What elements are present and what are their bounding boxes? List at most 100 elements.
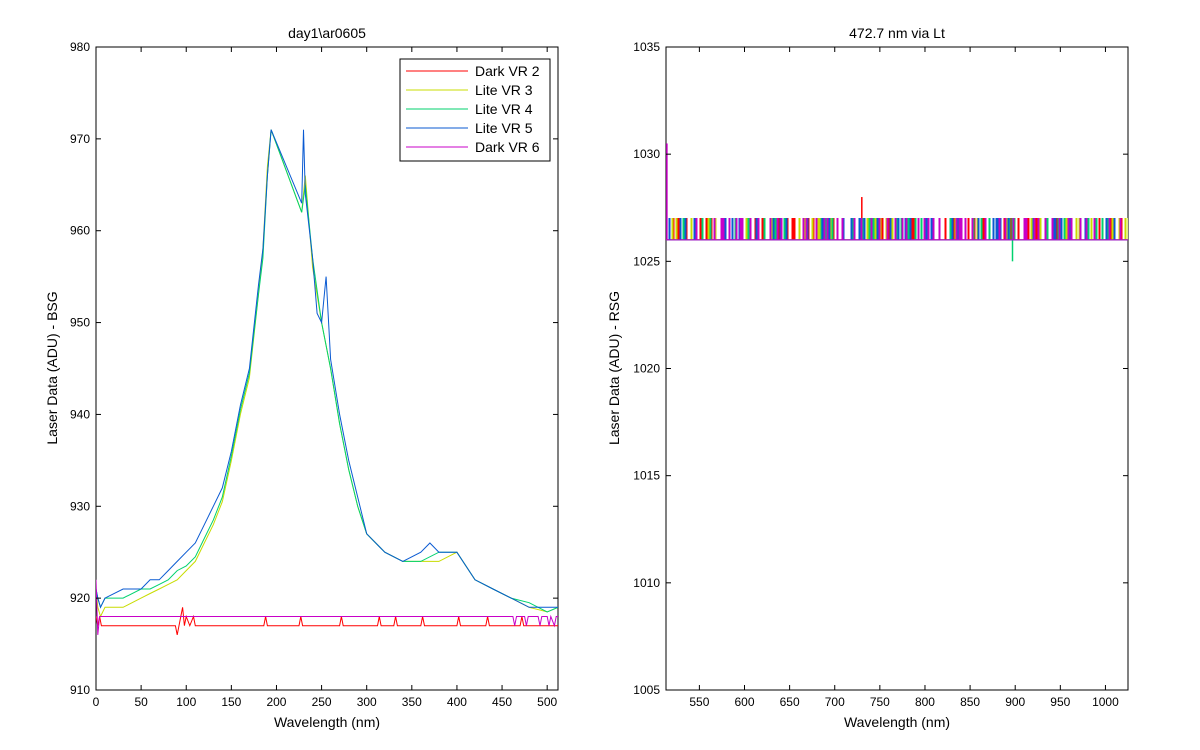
left-y-tick-label: 930 [70,499,90,513]
left-y-tick: 910 [70,683,558,697]
right-x-tick: 600 [734,47,755,709]
legend: Dark VR 2 Lite VR 3 Lite VR 4 Lite VR 5 Dark… [399,58,551,162]
right-x-tick-label: 750 [870,695,890,709]
right-y-tick: 1010 [633,576,1128,590]
right-x-tick-label: 900 [1005,695,1025,709]
left-x-tick-label: 300 [357,695,377,709]
right-y-tick: 1030 [633,147,1128,161]
left-x-tick: 300 [357,47,377,709]
right-x-tick-label: 600 [734,695,754,709]
left-y-tick-label: 960 [70,224,90,238]
left-y-tick: 960 [70,224,558,238]
left-plot-panel: 0 50 100 150 200 250 300 350 400 450 500 910 920 930 9… [44,25,559,730]
right-plot-panel: 550 600 650 700 750 800 850 900 950 1000 1005 1010 1… [606,25,1129,730]
left-x-tick-label: 450 [492,695,512,709]
right-x-tick-label: 950 [1050,695,1070,709]
right-x-tick-label: 1000 [1092,695,1119,709]
left-x-tick-label: 400 [447,695,467,709]
left-y-tick-label: 920 [70,591,90,605]
left-x-tick: 400 [447,47,467,709]
left-y-tick: 920 [70,591,558,605]
right-y-tick-label: 1015 [633,469,660,483]
right-y-tick-label: 1020 [633,362,660,376]
left-y-tick-label: 910 [70,683,90,697]
right-x-axis-label: Wavelength (nm) [844,714,950,730]
left-y-tick-label: 970 [70,132,90,146]
right-y-axis-label: Laser Data (ADU) - RSG [606,291,622,445]
right-plot-area [665,46,1129,691]
right-x-tick-label: 700 [825,695,845,709]
right-plot-series [666,143,1128,262]
left-x-axis-label: Wavelength (nm) [274,714,380,730]
left-x-tick-label: 200 [266,695,286,709]
right-y-tick-label: 1005 [633,683,660,697]
left-y-tick: 970 [70,132,558,146]
right-x-tick: 550 [689,47,710,709]
right-y-tick-label: 1025 [633,254,660,268]
left-y-tick-label: 940 [70,407,90,421]
left-x-tick: 100 [176,47,197,709]
legend-label: Lite VR 3 [475,82,533,98]
left-x-tick: 50 [134,47,148,709]
right-x-tick: 700 [825,47,845,709]
left-x-tick: 250 [312,47,332,709]
series-line [666,218,1128,241]
series-line [96,129,558,609]
right-x-tick-label: 850 [960,695,980,709]
right-x-tick: 1000 [1092,47,1119,709]
right-x-tick-label: 650 [780,695,800,709]
legend-label: Dark VR 2 [475,63,540,79]
right-y-tick: 1020 [633,362,1128,376]
left-y-tick: 950 [70,316,558,330]
right-plot-title: 472.7 nm via Lt [849,25,945,41]
left-plot-ticks: 0 50 100 150 200 250 300 350 400 450 500 910 920 930 9… [70,40,558,709]
right-plot-ticks: 550 600 650 700 750 800 850 900 950 1000 1005 1010 1… [633,40,1128,709]
left-x-tick-label: 350 [402,695,422,709]
right-x-tick: 800 [915,47,935,709]
legend-entry: Lite VR 3 [406,82,533,98]
left-x-tick-label: 50 [134,695,148,709]
right-y-tick: 1035 [633,40,1128,54]
legend-entry: Lite VR 5 [406,120,533,136]
left-x-tick: 450 [492,47,512,709]
series-line [96,607,558,635]
right-y-tick: 1015 [633,469,1128,483]
left-y-tick-label: 980 [70,40,90,54]
left-x-tick: 200 [266,47,287,709]
right-x-tick: 750 [870,47,890,709]
right-x-tick: 850 [960,47,980,709]
right-x-tick-label: 550 [689,695,709,709]
left-y-tick: 980 [70,40,558,54]
legend-box [399,58,551,162]
left-y-tick: 940 [70,407,558,421]
legend-entry: Dark VR 2 [406,63,540,79]
left-plot-series [96,129,558,635]
left-x-tick-label: 250 [312,695,332,709]
left-x-tick: 350 [402,47,422,709]
series-line [96,579,558,635]
legend-label: Lite VR 5 [475,120,533,136]
right-x-tick: 900 [1005,47,1026,709]
left-y-axis-label: Laser Data (ADU) - BSG [44,291,60,444]
left-x-tick: 500 [537,47,558,709]
left-x-tick: 0 [93,47,100,709]
left-y-tick: 930 [70,499,558,513]
legend-label: Dark VR 6 [475,139,540,155]
left-x-tick-label: 150 [221,695,241,709]
right-y-tick: 1005 [633,683,1128,697]
right-y-tick-label: 1010 [633,576,660,590]
legend-entry: Dark VR 6 [406,139,540,155]
right-x-tick-label: 800 [915,695,935,709]
legend-label: Lite VR 4 [475,101,533,117]
left-x-tick-label: 100 [176,695,196,709]
right-y-tick-label: 1030 [633,147,660,161]
left-x-tick-label: 500 [537,695,557,709]
left-x-tick-label: 0 [93,695,100,709]
right-x-tick: 650 [780,47,800,709]
right-y-tick: 1025 [633,254,1128,268]
left-plot-title: day1\ar0605 [288,25,366,41]
right-x-tick: 950 [1050,47,1071,709]
legend-entry: Lite VR 4 [406,101,533,117]
left-y-tick-label: 950 [70,316,90,330]
